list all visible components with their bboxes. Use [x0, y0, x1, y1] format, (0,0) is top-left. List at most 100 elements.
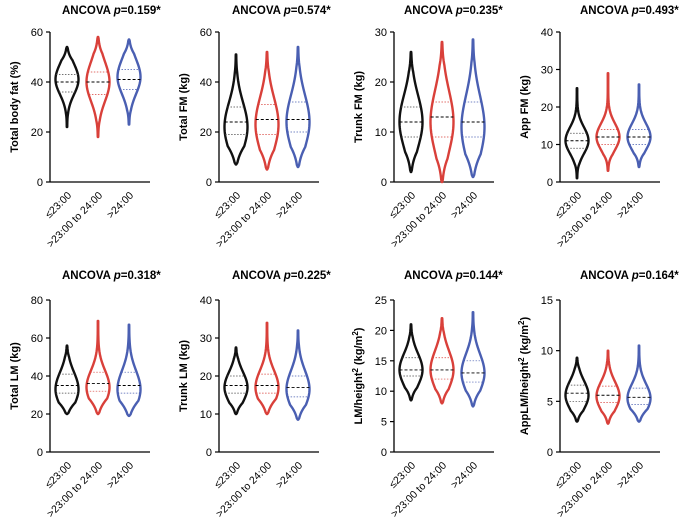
violin-1 [398, 323, 424, 402]
x-tick-label: >23:00 to 24:00 [214, 460, 274, 520]
y-tick-label: 25 [375, 295, 387, 307]
y-tick-label: 0 [206, 447, 212, 459]
x-tick-label: >23:00 to 24:00 [389, 190, 449, 250]
y-tick-label: 10 [541, 140, 553, 152]
violin-3 [626, 83, 652, 169]
violin-2 [254, 321, 280, 416]
chart-panel-1: ANCOVA p=0.159* 0 20 40 60 Total body fat (%)… [9, 5, 161, 250]
y-tick-label: 30 [541, 65, 553, 77]
violin-2 [429, 317, 455, 405]
chart-title-p: p [283, 5, 291, 17]
y-axis-label: Total body fat (%) [9, 61, 21, 153]
y-tick-label: 15 [375, 356, 387, 368]
violin-3 [626, 344, 652, 423]
y-axis-label: Trunk FM (kg) [353, 71, 365, 143]
y-axis-label: Trunk LM (kg) [178, 340, 190, 412]
chart-title: ANCOVA p=0.225* [232, 270, 331, 282]
chart-title-p: p [283, 270, 291, 282]
violin-2 [595, 72, 621, 172]
chart-title: ANCOVA p=0.493* [580, 5, 679, 17]
chart-title-value: =0.318* [121, 270, 161, 282]
chart-title-prefix: ANCOVA [580, 270, 632, 282]
y-tick-label: 0 [381, 447, 387, 459]
x-tick-label: >24:00 [449, 190, 481, 222]
chart-title-value: =0.493* [639, 5, 679, 17]
y-tick-label: 0 [381, 177, 387, 189]
chart-title-value: =0.235* [463, 5, 503, 17]
y-tick-label: 10 [541, 346, 553, 358]
y-axis-label: LM/height2 (kg/m2) [351, 327, 366, 424]
chart-title-p: p [455, 270, 463, 282]
violin-2 [254, 50, 280, 171]
violin-3 [285, 45, 311, 169]
y-tick-label: 5 [547, 396, 553, 408]
y-tick-label: 20 [31, 127, 43, 139]
y-tick-label: 60 [31, 27, 43, 39]
chart-title-p: p [113, 5, 121, 17]
x-tick-label: >23:00 to 24:00 [389, 460, 449, 520]
violin-2 [595, 349, 621, 425]
x-tick-label: >24:00 [449, 460, 481, 492]
y-tick-label: 20 [200, 371, 212, 383]
x-tick-label: >23:00 to 24:00 [555, 460, 615, 520]
violin-1 [398, 50, 424, 174]
chart-title-value: =0.159* [121, 5, 161, 17]
x-tick-label: >24:00 [615, 460, 647, 492]
y-tick-label: 60 [31, 333, 43, 345]
chart-title-value: =0.225* [291, 270, 331, 282]
violin-1 [54, 344, 80, 416]
violin-3 [285, 329, 311, 421]
y-tick-label: 0 [206, 177, 212, 189]
chart-title-value: =0.164* [639, 270, 679, 282]
y-tick-label: 30 [200, 333, 212, 345]
violin-3 [116, 323, 142, 418]
y-tick-label: 0 [37, 447, 43, 459]
violin-2 [85, 35, 111, 139]
y-tick-label: 30 [375, 27, 387, 39]
violin-1 [564, 356, 590, 423]
violin-3 [460, 310, 486, 408]
y-axis-label: AppLM/height2 (kg/m2) [517, 317, 532, 436]
y-axis-label: App FM (kg) [519, 75, 531, 139]
x-tick-label: >23:00 to 24:00 [45, 460, 105, 520]
y-tick-label: 10 [200, 409, 212, 421]
y-tick-label: 10 [375, 386, 387, 398]
x-tick-label: >24:00 [105, 190, 137, 222]
chart-title: ANCOVA p=0.164* [580, 270, 679, 282]
y-tick-label: 0 [547, 177, 553, 189]
x-tick-label: >24:00 [105, 460, 137, 492]
chart-title-p: p [113, 270, 121, 282]
y-tick-label: 40 [31, 77, 43, 89]
chart-title-prefix: ANCOVA [404, 270, 456, 282]
chart-title-p: p [631, 5, 639, 17]
violin-2 [85, 319, 111, 416]
x-tick-label: >23:00 to 24:00 [214, 190, 274, 250]
y-tick-label: 10 [375, 127, 387, 139]
chart-title: ANCOVA p=0.235* [404, 5, 503, 17]
chart-title-prefix: ANCOVA [232, 270, 284, 282]
chart-title-p: p [631, 270, 639, 282]
chart-title: ANCOVA p=0.574* [232, 5, 331, 17]
y-tick-label: 0 [37, 177, 43, 189]
chart-title-p: p [455, 5, 463, 17]
y-tick-label: 5 [381, 417, 387, 429]
chart-title: ANCOVA p=0.159* [62, 5, 161, 17]
y-tick-label: 0 [547, 447, 553, 459]
chart-title-prefix: ANCOVA [404, 5, 456, 17]
chart-panel-8: ANCOVA p=0.164* 0 5 10 15 AppLM/height2 (kg/m… [517, 270, 680, 520]
chart-title-prefix: ANCOVA [62, 270, 114, 282]
chart-title: ANCOVA p=0.318* [62, 270, 161, 282]
y-tick-label: 20 [541, 102, 553, 114]
chart-title-prefix: ANCOVA [232, 5, 284, 17]
violin-1 [223, 53, 249, 166]
y-tick-label: 15 [541, 295, 553, 307]
y-tick-label: 20 [375, 325, 387, 337]
violin-3 [460, 38, 486, 179]
y-tick-label: 80 [31, 295, 43, 307]
violin-1 [54, 45, 80, 129]
